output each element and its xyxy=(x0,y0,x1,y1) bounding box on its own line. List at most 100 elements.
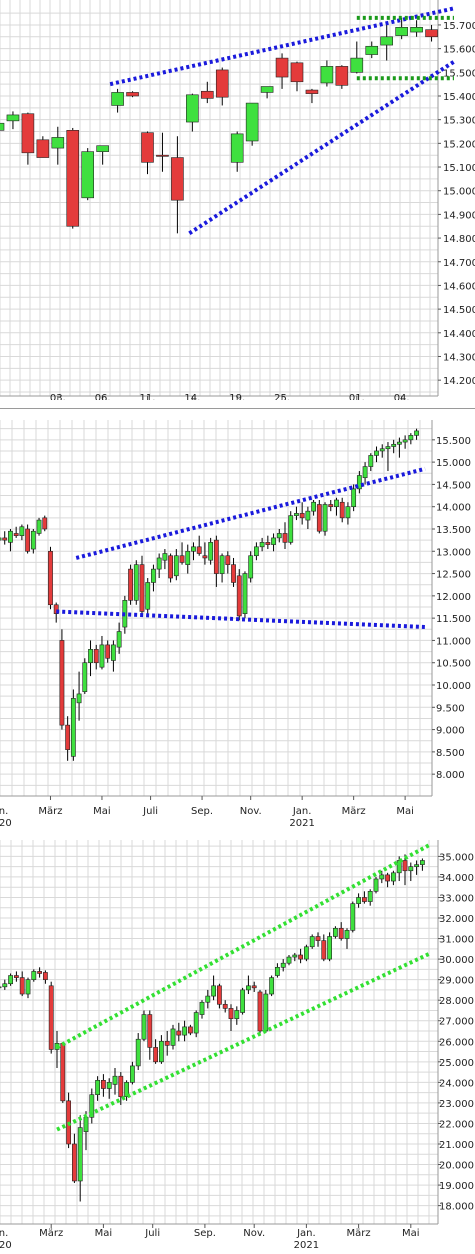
candle xyxy=(294,506,299,521)
candle xyxy=(228,1004,234,1031)
x-tick-label: 19. xyxy=(229,393,245,400)
candle-body-down xyxy=(48,550,53,606)
candle xyxy=(81,148,94,201)
candle xyxy=(139,555,145,616)
candle-body-up xyxy=(70,698,76,757)
candle-body-up xyxy=(390,872,396,882)
candle-body-up xyxy=(396,860,402,874)
candle-body-up xyxy=(269,977,274,995)
candle-body-up xyxy=(327,936,332,960)
candle xyxy=(230,131,244,172)
candle-body-up xyxy=(332,927,338,937)
candle-body-down xyxy=(315,936,321,941)
candle xyxy=(0,122,5,131)
x-tick-sublabel: 2021 xyxy=(294,1240,319,1250)
candle xyxy=(66,1092,71,1149)
candle xyxy=(168,553,173,583)
candle-body-up xyxy=(286,956,292,964)
candle-body-up xyxy=(173,555,179,577)
candle-body-up xyxy=(292,954,298,958)
candle-body-down xyxy=(202,555,208,559)
y-tick-label: 15.500 xyxy=(436,436,471,447)
candle xyxy=(271,533,276,552)
candle-body-up xyxy=(379,448,385,452)
candle xyxy=(141,131,154,175)
x-tick-label: Jan. xyxy=(296,1228,316,1239)
candle xyxy=(380,24,394,61)
candle xyxy=(402,854,408,886)
candle-body-down xyxy=(265,542,271,545)
candle-body-up xyxy=(373,878,379,892)
candle-body-up xyxy=(8,975,13,985)
candle xyxy=(362,462,368,485)
candle xyxy=(51,126,65,165)
candle-body-up xyxy=(294,513,299,516)
y-tick-label: 15.600 xyxy=(443,45,475,56)
x-tick-label: Jan. xyxy=(0,806,8,817)
candle xyxy=(105,640,111,663)
candle xyxy=(245,102,259,146)
candle-body-up xyxy=(31,971,37,980)
x-tick-label: 11. xyxy=(140,393,156,400)
candle-body-up xyxy=(242,573,248,614)
candle-body-up xyxy=(0,537,2,541)
candle-body-up xyxy=(368,455,374,467)
candle xyxy=(356,471,362,494)
x-tick-label: 04. xyxy=(394,393,410,400)
candle-body-up xyxy=(356,897,361,904)
candle xyxy=(374,446,379,463)
candle-body-up xyxy=(271,537,276,545)
candle-body-down xyxy=(101,1080,106,1089)
candle xyxy=(112,1067,118,1095)
candle xyxy=(25,524,30,554)
candle-body-down xyxy=(168,555,173,579)
trendlines xyxy=(109,6,456,236)
candle xyxy=(414,860,419,875)
candle-body-down xyxy=(361,897,367,902)
x-tick-label: Juli xyxy=(144,1228,160,1239)
candle xyxy=(345,502,351,525)
candle xyxy=(274,963,280,978)
candle xyxy=(30,528,36,554)
candle-body-up xyxy=(116,631,122,648)
candle xyxy=(8,973,13,986)
y-tick-label: 13.000 xyxy=(436,547,471,558)
candle xyxy=(263,989,269,1034)
candle xyxy=(188,1024,193,1036)
y-tick-label: 20.000 xyxy=(439,1161,474,1172)
candle xyxy=(350,901,356,933)
candle xyxy=(199,1000,205,1019)
candle-body-up xyxy=(414,864,419,867)
candle-body-up xyxy=(135,1038,141,1067)
candle xyxy=(101,1074,106,1097)
x-tick-label: Mai xyxy=(93,806,111,817)
candle-body-up xyxy=(367,891,373,902)
daily-candlestick-chart: 14.200 14.300 14.400 14.500 14.600 14.700 14.8… xyxy=(0,0,475,416)
candle-body-up xyxy=(259,542,265,548)
candle-body-up xyxy=(99,644,105,668)
candle-body-up xyxy=(170,1028,176,1046)
candle-body-up xyxy=(89,1094,95,1118)
y-tick-label: 14.900 xyxy=(443,210,475,221)
candle-body-up xyxy=(193,1012,199,1034)
x-tick-label: Mai xyxy=(396,806,414,817)
candle xyxy=(70,689,76,761)
candle xyxy=(414,428,419,440)
candle-body-up xyxy=(311,501,316,512)
candle-body-down xyxy=(128,568,133,601)
candle-body-down xyxy=(321,940,327,960)
candle xyxy=(219,553,225,583)
candle-body-up xyxy=(82,662,88,692)
candle xyxy=(334,497,339,516)
candle-body-up xyxy=(309,936,315,948)
y-tick-label: 28.000 xyxy=(439,996,474,1007)
candle xyxy=(118,1072,124,1105)
candle xyxy=(234,1006,240,1025)
candle xyxy=(48,546,53,610)
y-tick-label: 34.000 xyxy=(439,873,474,884)
candle xyxy=(96,145,109,165)
candle xyxy=(126,91,139,98)
candle-body-up xyxy=(159,1040,164,1063)
y-tick-label: 11.000 xyxy=(436,636,471,647)
candle xyxy=(159,1035,164,1064)
